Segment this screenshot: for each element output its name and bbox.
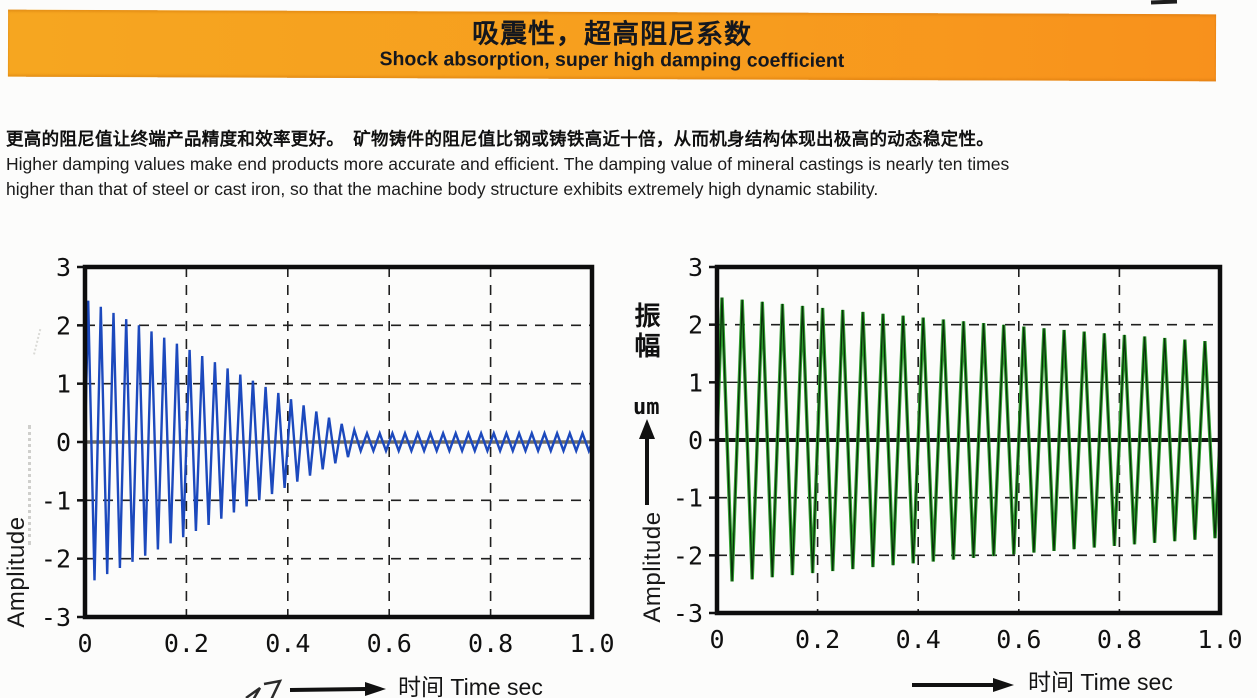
banner-title-zh: 吸震性，超高阻尼系数 <box>471 18 753 50</box>
banner-title-en: Shock absorption, super high damping coe… <box>379 48 845 72</box>
x-tick-label: 0.8 <box>468 629 513 658</box>
y-tick-label: 1 <box>56 370 71 399</box>
y-tick-label: 1 <box>688 368 703 397</box>
x-tick-label: 0.8 <box>1097 625 1142 654</box>
x-tick-label: 0.2 <box>795 625 840 654</box>
intro-en-line1: Higher damping values make end products … <box>6 154 1010 174</box>
y-tick-label: 3 <box>56 253 71 282</box>
waveform-line <box>83 300 594 581</box>
intro-paragraph-zh: 更高的阻尼值让终端产品精度和效率更好。 矿物铸件的阻尼值比钢或铸铁高近十倍，从而… <box>6 129 995 149</box>
up-arrow-icon <box>639 419 655 505</box>
y-tick-label: -2 <box>41 545 71 574</box>
intro-paragraph-en: Higher damping values make end products … <box>6 152 1251 202</box>
right-chart-ylabel-zh: 振幅 <box>631 302 661 362</box>
y-tick-label: -1 <box>41 486 71 515</box>
right-chart-ylabel-unit: um <box>633 395 660 420</box>
y-tick-label: 0 <box>56 428 71 457</box>
x-tick-label: 0.2 <box>164 629 209 658</box>
x-tick-label: 0.4 <box>896 625 941 654</box>
x-tick-label: 1.0 <box>569 629 614 658</box>
left-chart-xlabel: 时间 Time sec <box>398 674 543 698</box>
waveform-line-core <box>716 297 1221 582</box>
y-tick-label: -2 <box>673 541 703 570</box>
x-tick-label: 0 <box>709 625 724 654</box>
y-tick-label: 0 <box>688 426 703 455</box>
y-tick-label: 2 <box>56 311 71 340</box>
left-chart-xlabel-group: 时间 Time sec <box>238 668 543 698</box>
scan-smudge <box>28 425 34 545</box>
right-chart-xlabel-group: 时间 Time sec <box>908 663 1173 697</box>
y-tick-label: -1 <box>673 484 703 513</box>
intro-en-line2: higher than that of steel or cast iron, … <box>6 179 879 199</box>
x-tick-label: 0.6 <box>367 629 412 658</box>
right-arrow-icon <box>245 679 386 698</box>
y-tick-label: 3 <box>688 253 703 282</box>
right-arrow-icon <box>912 678 1014 692</box>
y-tick-label: 2 <box>688 311 703 340</box>
x-tick-label: 0.4 <box>265 629 310 658</box>
right-chart-xlabel: 时间 Time sec <box>1028 669 1173 695</box>
left-chart-ylabel: Amplitude <box>3 516 30 628</box>
scan-smudge <box>1150 0 1178 5</box>
x-tick-label: 1.0 <box>1197 625 1242 654</box>
y-tick-label: -3 <box>673 599 703 628</box>
x-tick-label: 0 <box>77 629 92 658</box>
banner: 吸震性，超高阻尼系数 Shock absorption, super high … <box>7 9 1217 82</box>
y-tick-label: -3 <box>41 603 71 632</box>
x-tick-label: 0.6 <box>996 625 1041 654</box>
